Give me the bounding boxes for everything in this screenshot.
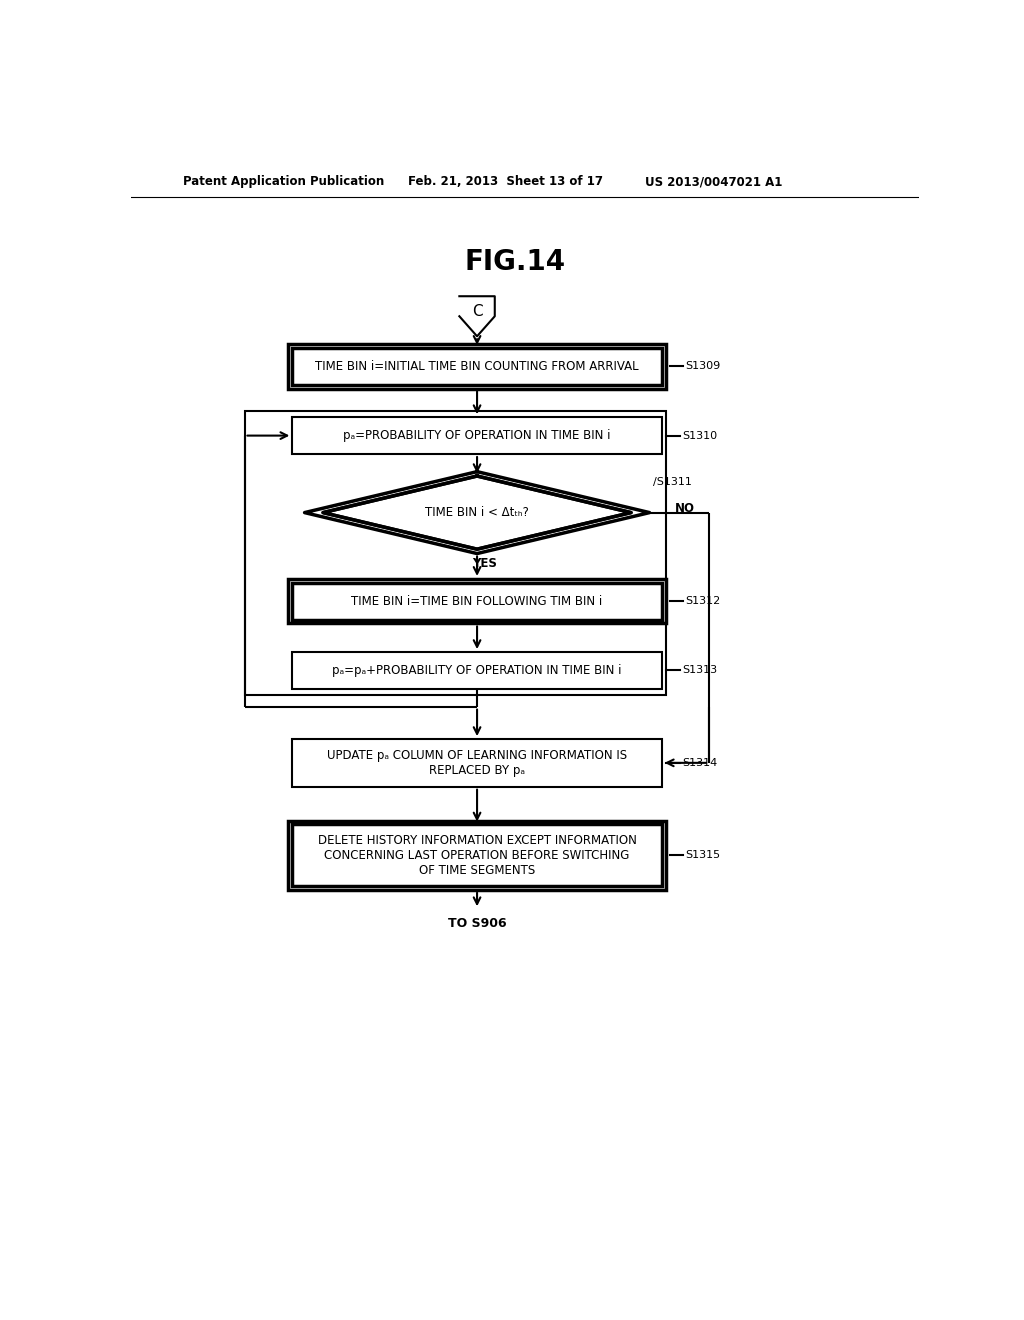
Text: C: C bbox=[472, 304, 482, 318]
Text: pₐ=PROBABILITY OF OPERATION IN TIME BIN i: pₐ=PROBABILITY OF OPERATION IN TIME BIN … bbox=[343, 429, 610, 442]
Bar bbox=[245, 411, 667, 696]
Text: US 2013/0047021 A1: US 2013/0047021 A1 bbox=[645, 176, 782, 187]
Bar bbox=[292, 348, 662, 385]
Polygon shape bbox=[460, 296, 495, 337]
Text: S1309: S1309 bbox=[686, 362, 721, 371]
Bar bbox=[292, 417, 662, 454]
Bar bbox=[292, 652, 662, 689]
Text: S1310: S1310 bbox=[682, 430, 717, 441]
Bar bbox=[292, 739, 662, 787]
Text: TIME BIN i < Δtₜₕ?: TIME BIN i < Δtₜₕ? bbox=[425, 506, 529, 519]
Text: TIME BIN i=INITIAL TIME BIN COUNTING FROM ARRIVAL: TIME BIN i=INITIAL TIME BIN COUNTING FRO… bbox=[315, 360, 639, 372]
Text: /S1311: /S1311 bbox=[653, 477, 692, 487]
Text: S1315: S1315 bbox=[686, 850, 721, 861]
Text: S1314: S1314 bbox=[682, 758, 717, 768]
Text: S1313: S1313 bbox=[682, 665, 717, 676]
Bar bbox=[292, 825, 662, 886]
Text: TIME BIN i=TIME BIN FOLLOWING TIM BIN i: TIME BIN i=TIME BIN FOLLOWING TIM BIN i bbox=[351, 594, 603, 607]
Bar bbox=[289, 578, 666, 623]
Text: Patent Application Publication: Patent Application Publication bbox=[183, 176, 384, 187]
Text: S1312: S1312 bbox=[686, 597, 721, 606]
Text: YES: YES bbox=[472, 557, 498, 570]
Bar bbox=[292, 582, 662, 619]
Text: Feb. 21, 2013  Sheet 13 of 17: Feb. 21, 2013 Sheet 13 of 17 bbox=[408, 176, 603, 187]
Text: TO S906: TO S906 bbox=[447, 917, 507, 929]
Text: NO: NO bbox=[675, 502, 695, 515]
Text: FIG.14: FIG.14 bbox=[465, 248, 566, 276]
Polygon shape bbox=[304, 471, 649, 553]
Bar bbox=[289, 345, 666, 388]
Text: pₐ=pₐ+PROBABILITY OF OPERATION IN TIME BIN i: pₐ=pₐ+PROBABILITY OF OPERATION IN TIME B… bbox=[333, 664, 622, 677]
Bar bbox=[289, 821, 666, 890]
Text: DELETE HISTORY INFORMATION EXCEPT INFORMATION
CONCERNING LAST OPERATION BEFORE S: DELETE HISTORY INFORMATION EXCEPT INFORM… bbox=[317, 834, 637, 876]
Polygon shape bbox=[323, 477, 631, 549]
Polygon shape bbox=[323, 477, 631, 549]
Text: UPDATE pₐ COLUMN OF LEARNING INFORMATION IS
REPLACED BY pₐ: UPDATE pₐ COLUMN OF LEARNING INFORMATION… bbox=[327, 748, 627, 777]
